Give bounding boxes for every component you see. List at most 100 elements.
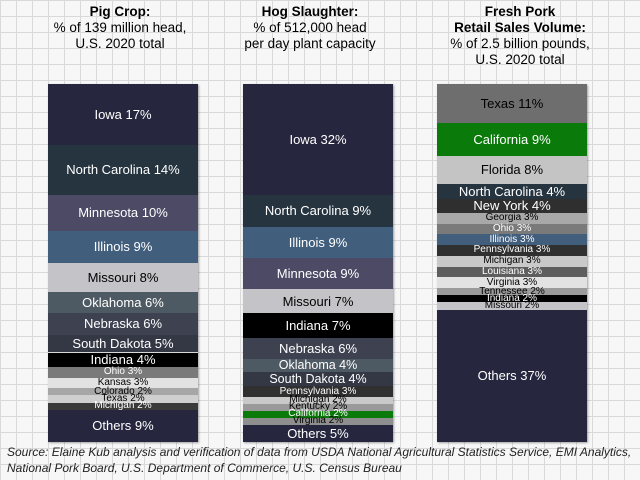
segment-label: Tennessee 2% (479, 285, 545, 297)
segment-label: Others 37% (477, 368, 547, 384)
bar-segment: Kansas 3% (48, 376, 198, 389)
col-header-retail-sales: Fresh Pork Retail Sales Volume: % of 2.5… (420, 4, 620, 68)
bar-segment: Michigan 2% (48, 400, 198, 412)
bar-segment: Virginia 3% (437, 276, 587, 289)
segment-label: Indiana 2% (486, 292, 538, 304)
bar-segment: Michigan 3% (437, 256, 587, 267)
bar-segment: Iowa 32% (243, 84, 393, 196)
segment-label: Michigan 3% (483, 255, 541, 267)
bar-segment: Others 9% (48, 409, 198, 442)
segment-label: California 9% (473, 131, 551, 147)
bar-segment: Nebraska 6% (243, 337, 393, 359)
bar-segment: Missouri 2% (437, 299, 587, 311)
bar-segment: Illinois 3% (437, 233, 587, 246)
segment-label: Texas 11% (480, 96, 544, 112)
segment-label: Virginia 3% (486, 276, 538, 288)
bar-segment: Indiana 2% (437, 292, 587, 304)
col-title: Pig Crop: (89, 4, 151, 19)
segment-label: Oklahoma 6% (82, 294, 164, 310)
segment-label: Indiana 7% (285, 318, 351, 334)
segment-label: Iowa 32% (289, 132, 347, 148)
bar-segment: New York 4% (437, 198, 587, 214)
segment-label: Pennsylvania 3% (279, 385, 357, 397)
bar-segment: Kentucky 2% (243, 401, 393, 413)
segment-label: New York 4% (473, 198, 551, 214)
segment-label: Illinois 3% (489, 233, 535, 245)
segment-label: Illinois 9% (93, 239, 153, 255)
segment-label: Ohio 3% (492, 222, 532, 234)
segment-label: Kentucky 2% (288, 401, 348, 413)
bar-segment: Indiana 7% (243, 313, 393, 338)
segment-label: Michigan 2% (289, 394, 347, 406)
bar-segment: North Carolina 4% (437, 183, 587, 199)
bar-segment: Pennsylvania 3% (437, 245, 587, 256)
col-header-hog-slaughter: Hog Slaughter: % of 512,000 head per day… (220, 4, 400, 52)
bar-segment: Colorado 2% (48, 386, 198, 396)
segment-label: Louisiana 3% (481, 265, 543, 277)
bar-segment: Virginia 2% (243, 415, 393, 427)
bar-segment: Missouri 8% (48, 263, 198, 292)
bar-segment: Illinois 9% (48, 230, 198, 263)
bar-segment: Georgia 3% (437, 213, 587, 224)
segment-label: Virginia 2% (292, 415, 344, 427)
segment-label: Nebraska 6% (278, 340, 358, 356)
bar-pig-crop: Iowa 17% North Carolina 14% Minnesota 10% I… (48, 84, 198, 442)
col-title: Hog Slaughter: (261, 4, 359, 19)
col-subtitle: % of 2.5 billion pounds, U.S. 2020 total (450, 36, 590, 67)
segment-label: Ohio 3% (103, 366, 143, 378)
bar-segment: Pennsylvania 3% (243, 385, 393, 397)
col-subtitle: % of 512,000 head per day plant capacity (244, 20, 376, 51)
segment-label: Florida 8% (480, 162, 544, 178)
segment-label: Texas 2% (101, 393, 145, 405)
bar-segment: California 2% (243, 408, 393, 420)
bar-hog-slaughter: Iowa 32% North Carolina 9% Illinois 9% Minn… (243, 84, 393, 442)
bar-segment: Indiana 4% (48, 352, 198, 368)
bar-segment: Missouri 7% (243, 289, 393, 314)
bar-segment: Texas 11% (437, 84, 587, 124)
segment-label: Indiana 4% (90, 352, 156, 368)
bar-retail-sales: Texas 11% California 9% Florida 8% North Ca… (437, 84, 587, 442)
bar-segment: Oklahoma 6% (48, 291, 198, 314)
segment-label: South Dakota 5% (72, 336, 174, 352)
segment-label: Pennsylvania 3% (473, 244, 551, 256)
bar-segment: California 9% (437, 123, 587, 156)
col-header-pig-crop: Pig Crop: % of 139 million head, U.S. 20… (30, 4, 210, 52)
bar-segment: Nebraska 6% (48, 313, 198, 335)
bar-segment: Illinois 9% (243, 226, 393, 258)
segment-label: Kansas 3% (97, 376, 149, 388)
segment-label: Others 5% (287, 425, 349, 441)
segment-label: North Carolina 14% (66, 162, 180, 178)
bar-segment: Iowa 17% (48, 84, 198, 145)
segment-label: Missouri 7% (282, 293, 354, 309)
bar-segment: Texas 2% (48, 393, 198, 405)
segment-label: South Dakota 4% (269, 372, 367, 387)
segment-label: Iowa 17% (94, 106, 152, 122)
bar-segment: Others 5% (243, 424, 393, 442)
segment-label: Nebraska 6% (83, 316, 163, 332)
segment-label: North Carolina 9% (264, 203, 372, 219)
bar-segment: Florida 8% (437, 155, 587, 185)
segment-label: Michigan 2% (94, 400, 152, 412)
bar-segment: Oklahoma 4% (243, 358, 393, 373)
segment-label: Georgia 3% (485, 212, 539, 224)
bar-segment: Others 37% (437, 309, 587, 442)
bar-segment: Louisiana 3% (437, 265, 587, 278)
col-subtitle: % of 139 million head, U.S. 2020 total (53, 20, 187, 51)
bar-segment: North Carolina 14% (48, 144, 198, 195)
segment-label: Minnesota 10% (78, 205, 168, 221)
bar-segment: Michigan 2% (243, 394, 393, 406)
segment-label: California 2% (288, 408, 348, 420)
segment-label: Oklahoma 4% (278, 358, 358, 373)
bar-segment: Tennessee 2% (437, 285, 587, 297)
source-note: Source: Elaine Kub analysis and verifica… (7, 445, 632, 475)
segment-label: Missouri 8% (87, 269, 159, 285)
bar-segment: South Dakota 5% (48, 334, 198, 353)
segment-label: Others 9% (92, 418, 154, 434)
segment-label: Illinois 9% (288, 234, 348, 250)
bar-segment: Ohio 3% (437, 222, 587, 235)
segment-label: Missouri 2% (484, 299, 540, 311)
bar-segment: North Carolina 9% (243, 195, 393, 227)
segment-label: Minnesota 9% (276, 265, 360, 281)
segment-label: North Carolina 4% (458, 183, 566, 199)
col-title: Fresh Pork Retail Sales Volume: (454, 4, 586, 35)
